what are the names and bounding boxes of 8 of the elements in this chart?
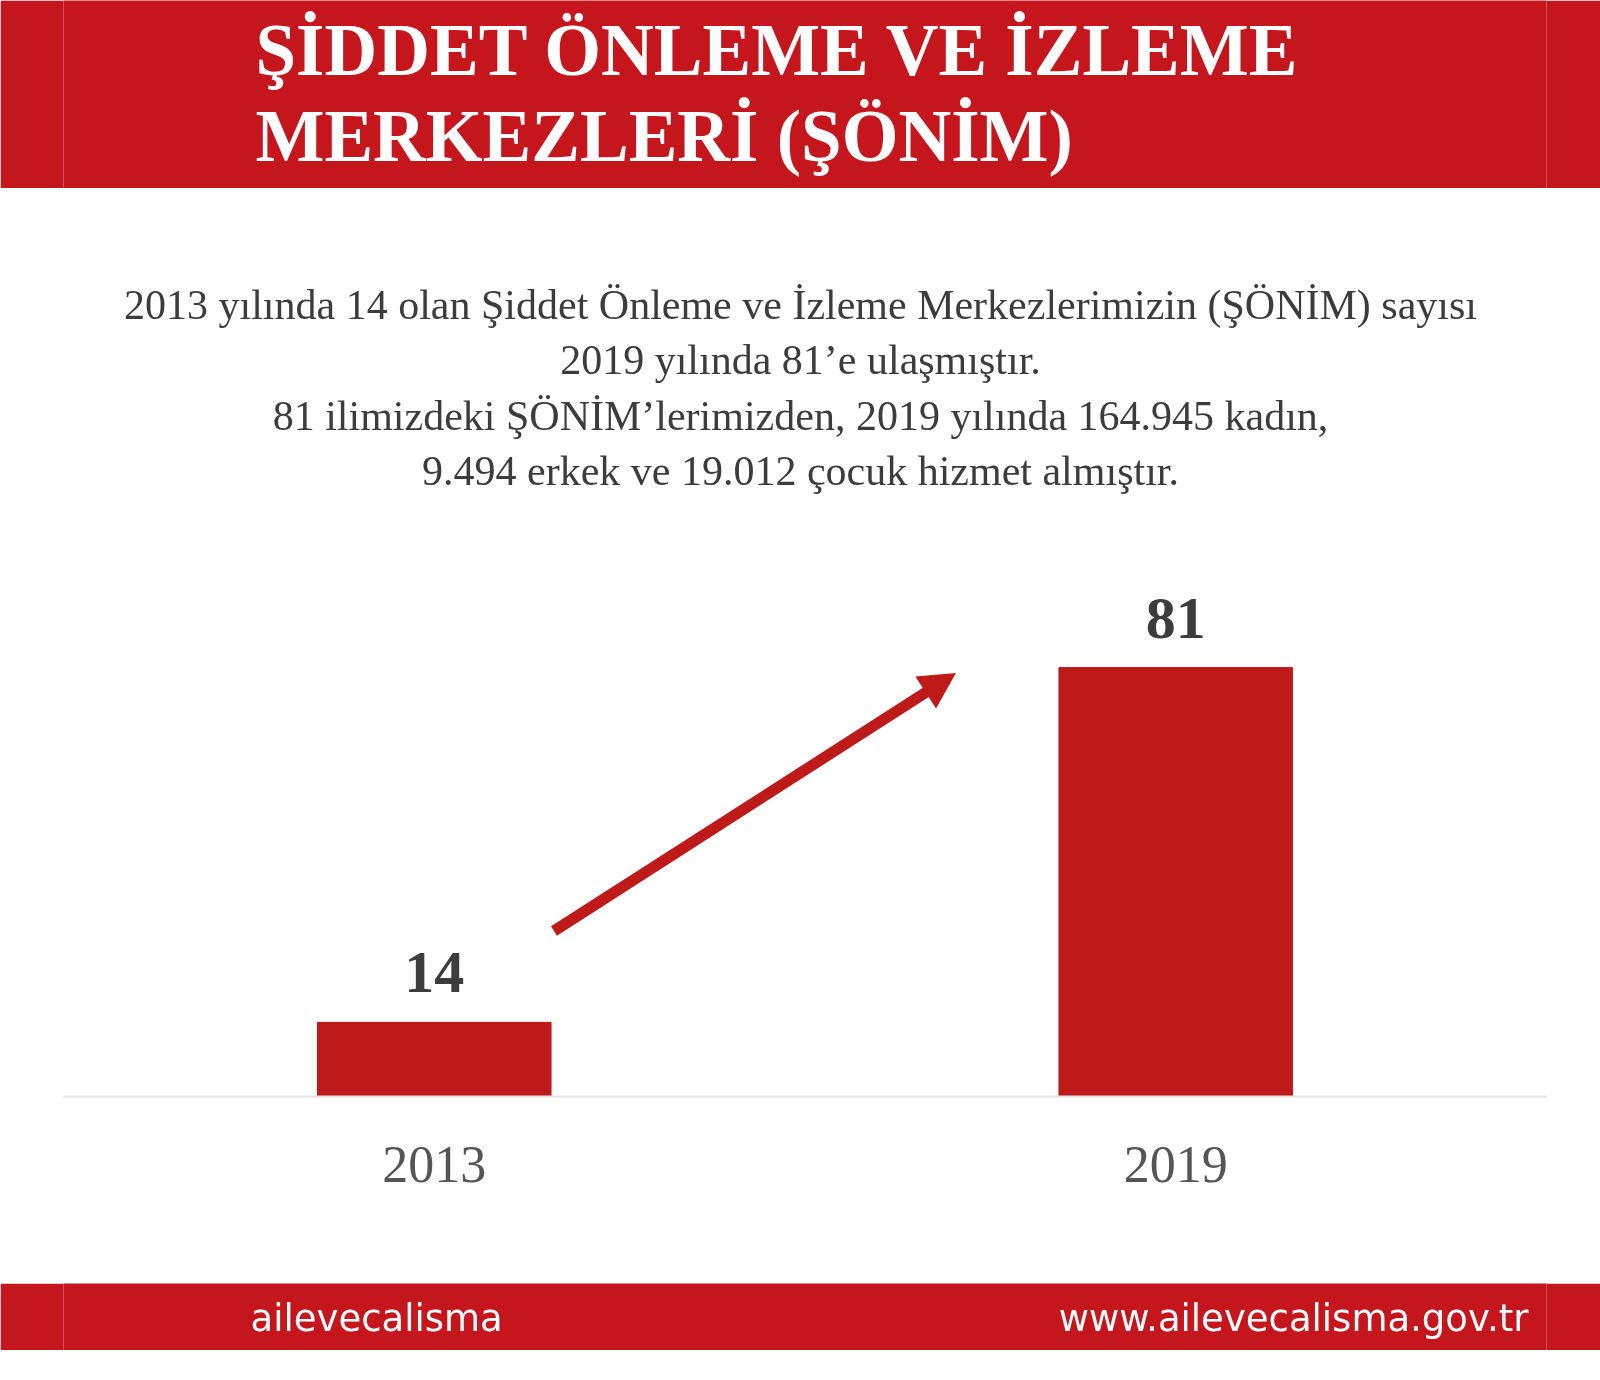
data-label: 14 [404, 939, 465, 1006]
text: www.ailevecalisma.gov.tr [1058, 1297, 1530, 1340]
text: ailevecalisma [250, 1297, 503, 1340]
x-tick-label: 2013 [382, 1135, 487, 1193]
chart-title: ŞİDDET ÖNLEME VE İZLEME MERKEZLERİ (ŞÖNİM) [255, 9, 1298, 178]
x-tick-label: 2019 [1123, 1135, 1228, 1193]
chart-subtitle: 2013 yılında 14 olan Şiddet Önleme ve İzleme Merkezlerimizin (ŞÖNİM) sayısı 2019 yılında 81’e ulaşmıştır. 81 ilimizdeki ŞÖNİM’lerimizden, 2019 yılında 164.945 kadın, 9.494 erkek ve 19.012 çocuk hizmet almıştır. [124, 281, 1478, 495]
data-label: 81 [1145, 584, 1206, 651]
